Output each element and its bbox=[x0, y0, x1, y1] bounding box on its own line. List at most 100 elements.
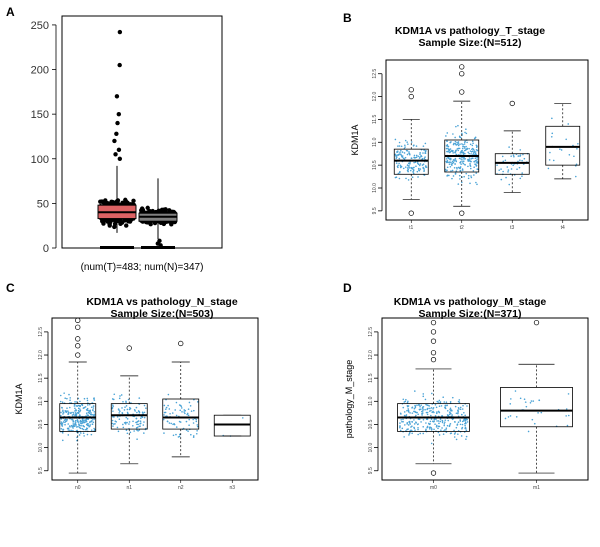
data-point bbox=[120, 394, 123, 396]
data-point bbox=[438, 434, 441, 436]
data-point bbox=[86, 397, 89, 400]
data-point bbox=[190, 433, 192, 436]
data-point bbox=[196, 429, 198, 432]
data-point bbox=[83, 425, 85, 428]
data-point bbox=[529, 401, 532, 404]
data-point bbox=[472, 169, 475, 172]
data-point bbox=[168, 422, 171, 424]
data-point bbox=[498, 169, 501, 171]
data-point bbox=[454, 172, 457, 175]
data-point bbox=[422, 393, 425, 395]
data-point bbox=[515, 416, 518, 418]
y-tick-label: 9.5 bbox=[38, 467, 44, 474]
box-n2: n2 bbox=[162, 340, 200, 491]
data-point bbox=[551, 117, 553, 120]
data-point bbox=[82, 407, 85, 409]
data-point bbox=[417, 428, 419, 431]
data-point bbox=[136, 423, 138, 426]
panel-letter: B bbox=[343, 11, 352, 25]
data-point bbox=[462, 419, 465, 421]
data-point bbox=[432, 420, 435, 423]
data-point bbox=[437, 401, 440, 403]
data-point bbox=[396, 165, 399, 168]
data-point bbox=[90, 413, 93, 416]
data-point bbox=[420, 421, 422, 423]
data-point bbox=[170, 422, 173, 425]
data-point bbox=[136, 426, 139, 429]
data-point bbox=[77, 412, 79, 414]
data-point bbox=[551, 132, 554, 135]
data-point bbox=[426, 418, 429, 420]
data-point bbox=[407, 428, 409, 430]
data-point bbox=[467, 151, 470, 154]
data-point bbox=[507, 171, 509, 173]
data-point bbox=[446, 159, 449, 162]
data-point bbox=[457, 411, 459, 413]
outlier-point bbox=[157, 238, 162, 244]
data-point bbox=[507, 169, 510, 171]
data-point bbox=[67, 412, 70, 414]
y-tick-label: 12.0 bbox=[372, 91, 378, 101]
data-point bbox=[178, 404, 181, 406]
data-point bbox=[415, 165, 417, 168]
data-point bbox=[444, 406, 446, 408]
box-t3: t3 bbox=[494, 100, 530, 231]
data-point bbox=[159, 208, 165, 213]
data-point bbox=[410, 429, 413, 432]
data-point bbox=[82, 432, 85, 435]
data-point bbox=[445, 161, 448, 164]
data-point bbox=[413, 423, 416, 425]
data-point bbox=[474, 137, 476, 140]
data-point bbox=[469, 143, 472, 146]
data-point bbox=[399, 426, 401, 429]
outlier-point bbox=[430, 329, 437, 335]
data-point bbox=[420, 404, 422, 406]
data-point bbox=[530, 400, 533, 402]
data-point bbox=[418, 169, 421, 172]
data-point bbox=[107, 223, 112, 228]
outlier-point bbox=[533, 319, 540, 326]
data-point bbox=[458, 174, 461, 177]
outlier-point bbox=[459, 64, 465, 70]
data-point bbox=[196, 424, 199, 426]
data-point bbox=[471, 148, 473, 151]
data-point bbox=[401, 427, 404, 430]
data-point bbox=[510, 168, 513, 170]
data-point bbox=[538, 399, 541, 402]
data-point bbox=[463, 141, 466, 144]
data-point bbox=[408, 434, 410, 436]
y-tick-label: 11.5 bbox=[372, 115, 378, 125]
data-point bbox=[179, 409, 182, 412]
data-point bbox=[435, 424, 438, 427]
data-point bbox=[460, 435, 463, 437]
data-point bbox=[458, 408, 460, 410]
data-point bbox=[476, 158, 478, 161]
data-point bbox=[417, 433, 419, 436]
data-point bbox=[402, 398, 405, 401]
data-point bbox=[434, 414, 437, 417]
data-point bbox=[439, 420, 442, 423]
data-point bbox=[453, 429, 455, 432]
data-point bbox=[451, 396, 454, 399]
data-point bbox=[471, 140, 474, 143]
data-point bbox=[408, 167, 411, 169]
data-point bbox=[567, 414, 570, 417]
data-point bbox=[126, 432, 129, 435]
data-point bbox=[464, 414, 466, 417]
data-point bbox=[122, 400, 124, 403]
data-point bbox=[124, 223, 129, 228]
data-point bbox=[465, 418, 467, 421]
outlier-point bbox=[408, 93, 414, 100]
data-point bbox=[173, 423, 176, 426]
data-point bbox=[420, 154, 422, 157]
outlier-point bbox=[117, 156, 123, 161]
data-point bbox=[62, 409, 64, 412]
data-point bbox=[449, 157, 452, 160]
data-point bbox=[90, 429, 93, 431]
outlier-point bbox=[75, 324, 81, 330]
data-point bbox=[451, 162, 454, 165]
data-point bbox=[184, 409, 187, 412]
data-point bbox=[454, 421, 456, 423]
data-point bbox=[417, 413, 419, 416]
data-point bbox=[459, 166, 462, 168]
